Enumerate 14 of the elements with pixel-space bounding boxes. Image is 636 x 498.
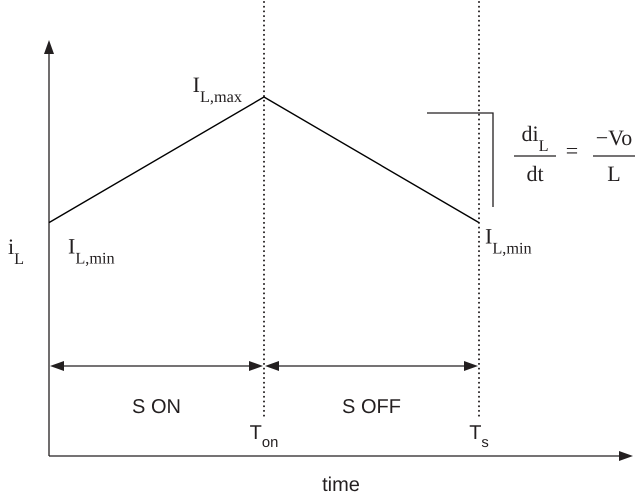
x-axis-title: time [322,474,360,496]
annotation: S OFF [342,396,401,418]
annotation: I$_{L,max}$ [192,72,242,106]
annotation: S ON [132,396,181,418]
x-tick-label: T$_{on}$ [250,422,278,451]
y-axis-title: i$_{L}$ [8,234,24,268]
x-tick-label: T$_{s}$ [469,422,489,451]
annotation: di$_{L}$ [521,121,549,154]
annotation: I$_{L,min}$ [485,224,532,258]
annotation: = [566,138,578,163]
annotation: dt [526,161,544,186]
annotation: L [607,161,621,186]
annotation: I$_{L,min}$ [68,234,115,268]
annotation: −Vo [596,125,632,150]
